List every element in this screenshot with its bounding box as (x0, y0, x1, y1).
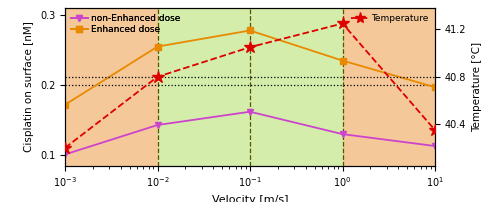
Temperature (154, 76, 160, 78)
non-Enhanced dose (340, 133, 345, 135)
Bar (158, 8, 342, 166)
Legend: Temperature: Temperature (350, 13, 430, 25)
Line: Enhanced dose: Enhanced dose (62, 27, 438, 108)
Enhanced dose (432, 86, 438, 88)
Line: non-Enhanced dose: non-Enhanced dose (62, 108, 438, 158)
Temperature (432, 129, 438, 131)
Temperature (340, 22, 345, 25)
Temperature (247, 46, 253, 48)
Temperature (62, 147, 68, 149)
non-Enhanced dose (432, 145, 438, 147)
non-Enhanced dose (62, 153, 68, 156)
Legend: non-Enhanced dose, Enhanced dose: non-Enhanced dose, Enhanced dose (70, 13, 182, 36)
Y-axis label: Cisplatin on surface [nM]: Cisplatin on surface [nM] (24, 21, 34, 152)
non-Enhanced dose (247, 110, 253, 113)
X-axis label: Velocity [m/s]: Velocity [m/s] (212, 195, 288, 202)
Y-axis label: Temperature [°C]: Temperature [°C] (472, 42, 482, 132)
Enhanced dose (62, 103, 68, 106)
Enhanced dose (340, 59, 345, 62)
non-Enhanced dose (154, 124, 160, 126)
Enhanced dose (247, 29, 253, 32)
Line: Temperature: Temperature (59, 17, 442, 154)
Enhanced dose (154, 45, 160, 48)
